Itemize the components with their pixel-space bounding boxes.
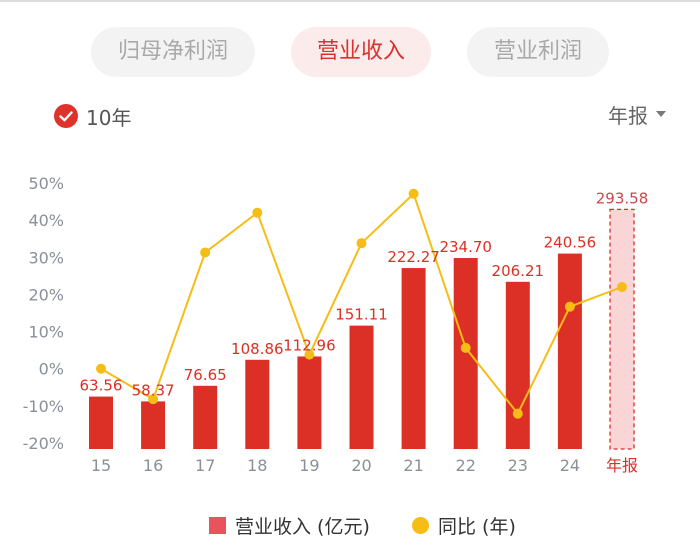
- x-tick-label: 年报: [606, 456, 638, 475]
- yoy-line-series: [96, 188, 627, 419]
- forecast-bar: [609, 208, 635, 450]
- x-axis: 15 16 17 18 19 20 21 22 23 24 年报: [91, 456, 638, 475]
- revenue-bar: [505, 281, 530, 449]
- legend: 营业收入 (亿元) 同比 (年): [0, 512, 700, 538]
- caret-down-icon: [656, 111, 666, 117]
- tab-operating-profit[interactable]: 营业利润: [467, 27, 609, 77]
- x-tick-label: 20: [351, 456, 371, 475]
- bar-value-label: 108.86: [231, 340, 284, 358]
- top-divider: [0, 0, 700, 2]
- period-select[interactable]: 年报: [608, 100, 666, 128]
- legend-item-revenue[interactable]: 营业收入 (亿元): [209, 512, 370, 538]
- x-tick-label: 23: [508, 456, 528, 475]
- x-tick-label: 24: [560, 456, 580, 475]
- bar-value-label: 58.37: [132, 381, 175, 399]
- yoy-point: [564, 301, 575, 312]
- yoy-point: [460, 342, 471, 353]
- y-tick-label: 10%: [28, 323, 64, 342]
- y-tick-label: 30%: [28, 248, 64, 267]
- yoy-point: [200, 247, 211, 258]
- y-tick-label: 20%: [28, 285, 64, 304]
- checkmark-icon: [54, 104, 78, 128]
- range-toggle[interactable]: 10年: [54, 102, 131, 130]
- yoy-point: [96, 363, 106, 374]
- bar-value-label: 234.70: [439, 238, 492, 256]
- yoy-point: [356, 238, 367, 249]
- x-tick-label: 22: [456, 456, 476, 475]
- revenue-bar: [245, 359, 270, 449]
- bar-swatch: [209, 516, 226, 534]
- bar-value-label: 112.96: [283, 336, 336, 354]
- bar-value-label: 76.65: [184, 366, 227, 384]
- bar-value-label: 151.11: [335, 306, 388, 324]
- tab-revenue[interactable]: 营业收入: [291, 27, 431, 77]
- range-label: 10年: [86, 105, 132, 130]
- y-tick-label: -10%: [23, 397, 64, 416]
- x-tick-label: 21: [403, 456, 423, 475]
- x-tick-label: 15: [91, 456, 111, 475]
- bar-value-label: 63.56: [80, 377, 123, 395]
- y-axis: 50% 40% 30% 20% 10% 0% -10% -20%: [23, 174, 64, 453]
- bar-series: [89, 208, 635, 450]
- tab-net-profit[interactable]: 归母净利润: [91, 27, 255, 77]
- bar-value-label: 206.21: [492, 262, 545, 280]
- revenue-chart: 50% 40% 30% 20% 10% 0% -10% -20% 63.56 58.37 76.6…: [23, 174, 649, 475]
- y-tick-label: 40%: [28, 211, 64, 230]
- y-tick-label: 50%: [28, 174, 64, 193]
- metric-tabs: 归母净利润 营业收入 营业利润: [0, 27, 700, 77]
- x-tick-label: 17: [195, 456, 215, 475]
- dot-swatch: [412, 516, 429, 534]
- legend-label-yoy: 同比 (年): [438, 515, 516, 538]
- revenue-bar: [89, 396, 113, 449]
- period-label: 年报: [608, 103, 648, 128]
- revenue-bar: [141, 401, 166, 449]
- bar-value-label: 240.56: [544, 234, 597, 252]
- revenue-bar: [297, 356, 322, 449]
- x-tick-label: 19: [299, 456, 319, 475]
- yoy-point: [148, 394, 159, 405]
- yoy-point: [512, 408, 523, 419]
- yoy-point: [304, 349, 315, 360]
- yoy-point: [408, 188, 419, 199]
- bar-value-label: 222.27: [387, 248, 440, 266]
- legend-item-yoy[interactable]: 同比 (年): [412, 512, 516, 538]
- y-tick-label: -20%: [23, 434, 64, 453]
- yoy-point: [252, 207, 263, 218]
- revenue-bar: [453, 258, 478, 449]
- x-tick-label: 18: [247, 456, 267, 475]
- x-tick-label: 16: [143, 456, 163, 475]
- bar-value-label: 293.58: [596, 189, 649, 207]
- y-tick-label: 0%: [39, 360, 64, 379]
- revenue-bar: [401, 268, 426, 449]
- revenue-bar: [349, 325, 374, 449]
- revenue-bar: [557, 253, 582, 449]
- yoy-point: [617, 282, 627, 292]
- legend-label-revenue: 营业收入 (亿元): [235, 515, 370, 538]
- revenue-bar: [193, 385, 218, 449]
